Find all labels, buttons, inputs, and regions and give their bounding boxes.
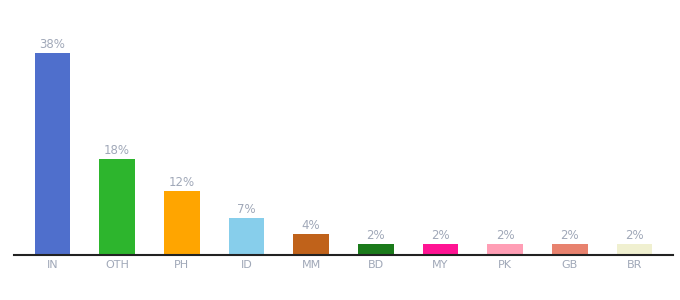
Text: 12%: 12%: [169, 176, 194, 189]
Text: 18%: 18%: [104, 144, 130, 157]
Bar: [228, 218, 265, 255]
Bar: [422, 244, 458, 255]
Bar: [99, 159, 135, 255]
Text: 38%: 38%: [39, 38, 65, 51]
Bar: [35, 53, 70, 255]
Text: 2%: 2%: [560, 229, 579, 242]
Text: 4%: 4%: [302, 219, 320, 232]
Bar: [488, 244, 523, 255]
Text: 2%: 2%: [625, 229, 644, 242]
Text: 7%: 7%: [237, 202, 256, 216]
Text: 2%: 2%: [367, 229, 385, 242]
Bar: [617, 244, 652, 255]
Text: 2%: 2%: [496, 229, 514, 242]
Text: 2%: 2%: [431, 229, 449, 242]
Bar: [552, 244, 588, 255]
Bar: [293, 234, 329, 255]
Bar: [358, 244, 394, 255]
Bar: [164, 191, 199, 255]
